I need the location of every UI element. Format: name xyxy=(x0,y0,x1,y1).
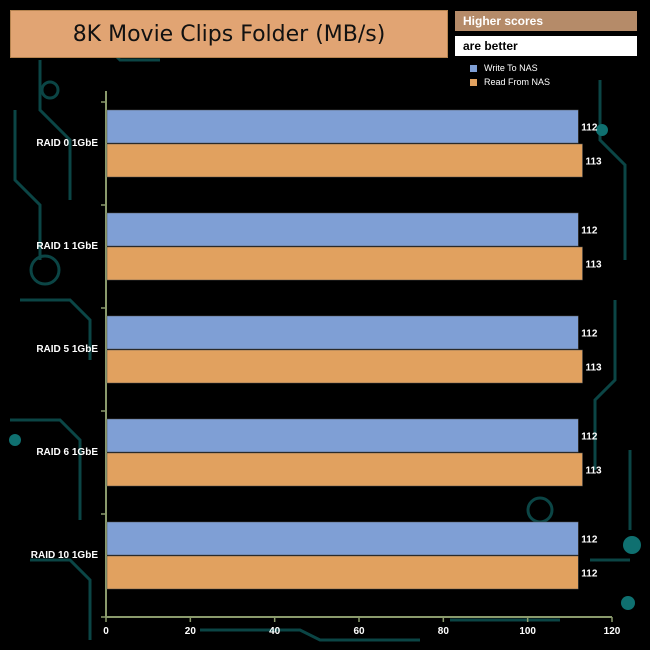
x-tick-labels: 0 20 40 60 80 100 120 xyxy=(103,626,621,637)
bar-read xyxy=(106,143,583,178)
category-label: RAID 5 1GbE xyxy=(36,344,98,355)
data-label: 112 xyxy=(581,226,598,237)
x-tick-label: 60 xyxy=(353,626,365,637)
x-tick-label: 80 xyxy=(438,626,450,637)
x-tick-label: 0 xyxy=(103,626,109,637)
chart-axes xyxy=(101,91,613,622)
x-tick-label: 20 xyxy=(185,626,197,637)
x-tick-label: 100 xyxy=(519,626,536,637)
chart-title: 8K Movie Clips Folder (MB/s) xyxy=(10,10,448,58)
legend-swatch-read xyxy=(470,78,477,86)
bar-read xyxy=(106,349,583,384)
bar-read xyxy=(106,555,579,590)
data-label: 113 xyxy=(585,157,602,168)
x-tick-label: 40 xyxy=(269,626,281,637)
bar-write xyxy=(106,212,579,247)
data-label: 113 xyxy=(585,260,602,271)
x-tick-label: 120 xyxy=(604,626,621,637)
data-label: 112 xyxy=(581,329,598,340)
category-label: RAID 10 1GbE xyxy=(31,550,99,561)
note-higher-scores: Higher scores xyxy=(455,11,637,31)
legend-item-write: Write To NAS xyxy=(470,61,550,75)
legend-label-write: Write To NAS xyxy=(484,63,538,73)
bar-read xyxy=(106,452,583,487)
bar-write xyxy=(106,315,579,350)
data-label: 112 xyxy=(581,123,598,134)
category-labels: RAID 0 1GbE RAID 1 1GbE RAID 5 1GbE RAID 6 … xyxy=(31,138,99,561)
note-are-better: are better xyxy=(455,36,637,56)
bar-write xyxy=(106,521,579,556)
data-label: 112 xyxy=(581,535,598,546)
legend-swatch-write xyxy=(470,64,477,72)
chart-bars: 112 113 112 113 112 113 112 113 112 112 xyxy=(106,109,602,590)
chart-legend: Write To NAS Read From NAS xyxy=(470,61,550,89)
circuit-background-decoration xyxy=(10,38,632,642)
bar-write xyxy=(106,418,579,453)
category-label: RAID 0 1GbE xyxy=(36,138,98,149)
data-label: 113 xyxy=(585,466,602,477)
category-label: RAID 6 1GbE xyxy=(36,447,98,458)
legend-item-read: Read From NAS xyxy=(470,75,550,89)
data-label: 112 xyxy=(581,569,598,580)
legend-label-read: Read From NAS xyxy=(484,77,551,87)
category-label: RAID 1 1GbE xyxy=(36,241,98,252)
bar-read xyxy=(106,246,583,281)
data-label: 113 xyxy=(585,363,602,374)
bar-write xyxy=(106,109,579,144)
data-label: 112 xyxy=(581,432,598,443)
